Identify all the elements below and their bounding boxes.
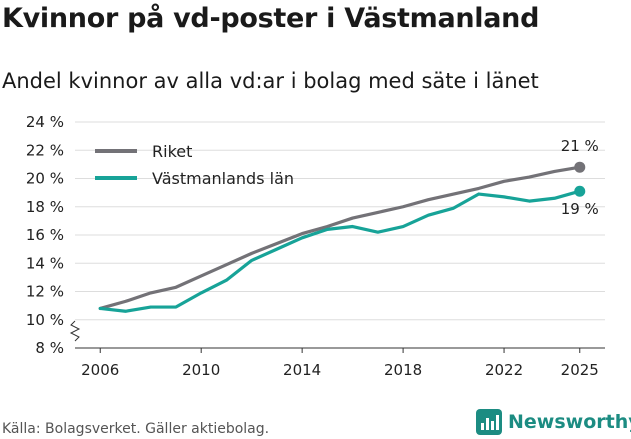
y-tick-label: 14 % bbox=[26, 254, 64, 272]
y-tick-label: 12 % bbox=[26, 283, 64, 301]
x-tick-label: 2022 bbox=[485, 361, 523, 379]
y-tick-label: 8 % bbox=[35, 339, 64, 357]
series-line-riket bbox=[98, 165, 582, 311]
end-value-label: 19 % bbox=[561, 200, 599, 218]
axis-break-mark bbox=[69, 320, 81, 342]
newsworthy-logo[interactable]: Newsworthy bbox=[476, 407, 631, 437]
x-tick-label: 2014 bbox=[283, 361, 321, 379]
series-endpoint bbox=[574, 161, 586, 173]
series-line-vastmanland bbox=[98, 189, 582, 313]
y-tick-label: 18 % bbox=[26, 198, 64, 216]
y-tick-label: 24 % bbox=[26, 113, 64, 131]
y-tick-label: 16 % bbox=[26, 226, 64, 244]
x-tick-label: 2018 bbox=[384, 361, 422, 379]
newsworthy-chart-icon bbox=[476, 409, 502, 435]
brand-name: Newsworthy bbox=[508, 411, 631, 433]
legend-label: Riket bbox=[152, 142, 192, 161]
x-tick-label: 2006 bbox=[81, 361, 119, 379]
end-value-label: 21 % bbox=[561, 137, 599, 155]
series-endpoint bbox=[574, 185, 586, 197]
y-tick-label: 10 % bbox=[26, 311, 64, 329]
y-tick-label: 20 % bbox=[26, 170, 64, 188]
x-tick-label: 2025 bbox=[561, 361, 599, 379]
y-tick-label: 22 % bbox=[26, 141, 64, 159]
source-note: Källa: Bolagsverket. Gäller aktiebolag. bbox=[2, 421, 270, 437]
chart-subtitle: Andel kvinnor av alla vd:ar i bolag med … bbox=[2, 69, 539, 93]
chart-title: Kvinnor på vd-poster i Västmanland bbox=[2, 3, 540, 34]
legend-label: Västmanlands län bbox=[152, 169, 294, 188]
x-tick-label: 2010 bbox=[182, 361, 220, 379]
